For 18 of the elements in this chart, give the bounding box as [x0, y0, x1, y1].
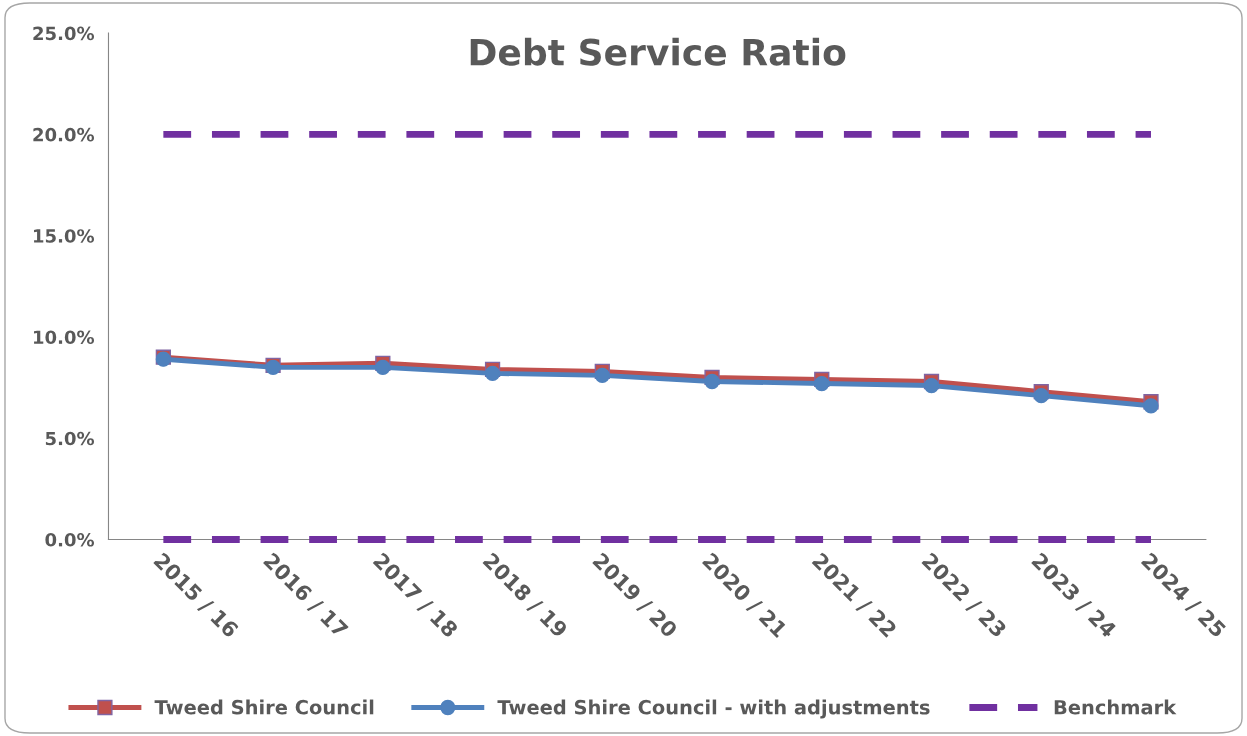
point — [594, 367, 610, 384]
point — [375, 359, 391, 375]
point — [923, 377, 940, 394]
y-tick-label: 20.0% — [33, 127, 95, 142]
point — [814, 375, 830, 392]
chart-title: Debt Service Ratio — [470, 37, 846, 66]
point — [704, 373, 720, 390]
y-tick-label: 15.0% — [34, 229, 95, 243]
y-tick-label: 10.0% — [34, 330, 95, 345]
legend-label: Benchmark — [1054, 699, 1177, 715]
y-tick-label: 0.0% — [45, 532, 95, 547]
point — [1033, 388, 1049, 404]
legend-label: Tweed Shire Council - with adjustments — [497, 699, 930, 719]
legend-label: Tweed Shire Council — [154, 699, 374, 715]
y-tick-label: 25.0% — [33, 26, 95, 41]
y-tick-label: 5.0% — [45, 431, 95, 446]
point — [484, 365, 501, 382]
point — [1143, 398, 1159, 414]
